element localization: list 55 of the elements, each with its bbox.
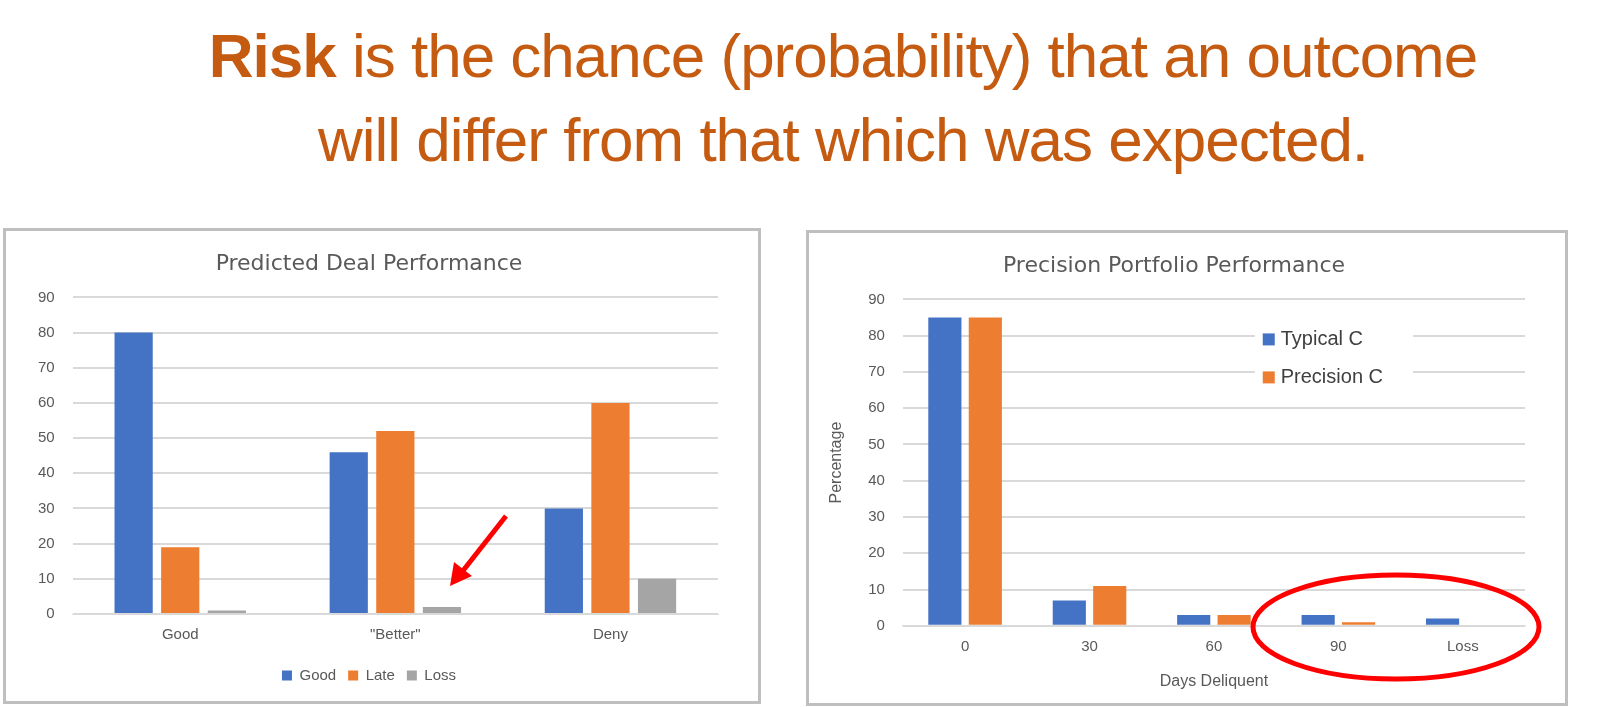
- legend-label: Precision C: [1280, 364, 1384, 387]
- legend-label: Late: [365, 665, 395, 683]
- y-tick-label: 30: [868, 507, 885, 525]
- y-tick-label: 40: [38, 463, 55, 481]
- x-tick-label: "Better": [370, 625, 421, 643]
- y-tick-label: 80: [38, 322, 55, 340]
- x-axis-title: Days Deliquent: [1159, 671, 1269, 689]
- bar: [329, 452, 368, 613]
- y-tick-label: 10: [868, 579, 885, 597]
- y-tick-label: 90: [868, 289, 885, 307]
- y-tick-label: 90: [38, 287, 55, 305]
- bar: [114, 332, 153, 613]
- legend-label: Good: [299, 665, 337, 683]
- chart-title: Precision Portfolio Performance: [1002, 251, 1346, 277]
- y-tick-label: 70: [868, 362, 885, 380]
- bar: [1342, 622, 1376, 625]
- bar: [928, 317, 962, 625]
- y-tick-label: 60: [38, 393, 55, 411]
- x-tick-label: 30: [1081, 636, 1098, 654]
- y-axis-title: Percentage: [827, 421, 845, 504]
- legend-label: Typical C: [1280, 326, 1363, 349]
- bar: [376, 431, 415, 613]
- x-tick-label: 0: [960, 636, 970, 654]
- bar: [1301, 614, 1335, 625]
- bar: [1177, 614, 1211, 625]
- bar: [422, 606, 462, 613]
- y-tick-label: 70: [38, 357, 55, 375]
- y-tick-label: 20: [38, 533, 55, 551]
- bar: [591, 402, 630, 613]
- y-tick-label: 50: [868, 434, 885, 452]
- bar: [1093, 585, 1127, 625]
- y-tick-label: 10: [38, 568, 55, 586]
- bar: [968, 317, 1002, 625]
- bar: [637, 578, 677, 613]
- y-tick-label: 50: [38, 428, 55, 446]
- legend-label: Loss: [424, 665, 457, 683]
- x-tick-label: Deny: [592, 625, 629, 643]
- x-tick-label: Good: [161, 625, 199, 643]
- bar: [207, 610, 246, 613]
- chart-title: Predicted Deal Performance: [215, 249, 523, 275]
- text: Risk is the chance (probability) that an outcome will differ from that which was expected.: [207, 20, 1479, 176]
- y-tick-label: 80: [868, 325, 885, 343]
- bar: [1217, 614, 1251, 625]
- bar: [1052, 600, 1086, 625]
- x-tick-label: 60: [1205, 636, 1223, 654]
- y-tick-label: 20: [868, 543, 885, 561]
- bar: [161, 547, 200, 613]
- y-tick-label: 30: [38, 498, 55, 516]
- y-tick-label: 60: [868, 398, 885, 416]
- x-tick-label: Loss: [1446, 636, 1479, 654]
- y-tick-label: 0: [46, 604, 55, 622]
- bar: [1425, 618, 1460, 625]
- x-tick-label: 90: [1330, 636, 1347, 654]
- y-tick-label: 40: [868, 470, 885, 488]
- bar: [544, 508, 583, 613]
